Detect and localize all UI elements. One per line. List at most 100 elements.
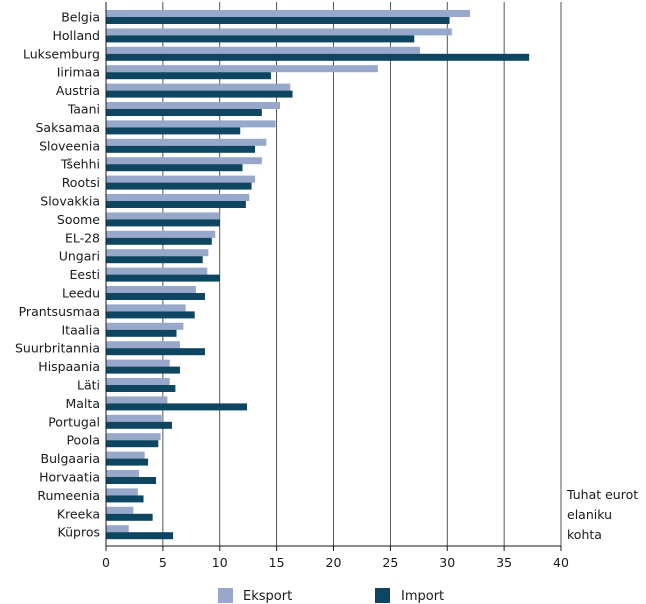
bar-import-prantsusmaa [106, 311, 195, 319]
bar-import-horvaatia [106, 477, 157, 484]
bar-import-sloveenia [106, 145, 256, 153]
category-label-holland: Holland [52, 28, 100, 43]
category-label-el-28: EL-28 [65, 230, 100, 245]
bar-eksport-slovakkia [106, 194, 250, 201]
bar-import-poola [106, 440, 159, 448]
bar-eksport-malta [106, 396, 168, 404]
bar-eksport-eesti [106, 267, 208, 275]
category-label-saksamaa: Saksamaa [35, 120, 100, 135]
x-tick-label-10: 10 [212, 555, 228, 570]
category-label-poola: Poola [66, 433, 100, 448]
category-label-portugal: Portugal [48, 414, 100, 429]
category-label-prantsusmaa: Prantsusmaa [19, 304, 100, 319]
bar-import-portugal [106, 421, 172, 429]
x-tick-label-15: 15 [269, 555, 285, 570]
bar-eksport-portugal [106, 414, 162, 422]
bar-eksport-luksemburg [106, 46, 420, 54]
bar-eksport-leedu [106, 286, 196, 293]
category-label-luksemburg: Luksemburg [23, 46, 100, 61]
bar-eksport-horvaatia [106, 470, 139, 477]
bar-import-eesti [106, 274, 220, 282]
bar-eksport-el-28 [106, 230, 216, 238]
bar-import-luksemburg [106, 53, 530, 61]
bar-eksport-itaalia [106, 322, 184, 330]
category-label-rumeenia: Rumeenia [37, 488, 100, 503]
bar-eksport-kupros [106, 525, 129, 533]
bar-eksport-hispaania [106, 359, 170, 367]
bar-import-holland [106, 35, 415, 43]
bar-eksport-bulgaaria [106, 451, 145, 459]
bars [106, 10, 530, 540]
bar-eksport-lati [106, 378, 170, 385]
category-label-austria: Austria [56, 83, 100, 98]
bar-eksport-taani [106, 102, 281, 109]
bar-eksport-soome [106, 212, 220, 220]
category-label-tsehhi: Tšehhi [60, 157, 100, 172]
bar-eksport-tsehhi [106, 157, 262, 165]
category-label-kreeka: Kreeka [57, 506, 100, 521]
bar-eksport-iirimaa [106, 65, 378, 73]
bar-eksport-ungari [106, 249, 209, 257]
x-tick-label-5: 5 [159, 555, 167, 570]
bar-import-lati [106, 385, 176, 392]
category-label-bulgaaria: Bulgaaria [41, 451, 101, 466]
bar-eksport-austria [106, 83, 291, 91]
bar-eksport-suurbritannia [106, 341, 180, 349]
category-label-sloveenia: Sloveenia [39, 138, 100, 153]
bar-import-iirimaa [106, 72, 271, 80]
bar-import-ungari [106, 256, 203, 264]
bar-import-austria [106, 90, 293, 98]
category-label-belgia: Belgia [61, 10, 100, 25]
category-label-itaalia: Itaalia [61, 322, 100, 337]
x-tick-label-40: 40 [553, 555, 569, 570]
bar-import-el-28 [106, 237, 212, 245]
bar-eksport-holland [106, 28, 452, 36]
category-label-iirimaa: Iirimaa [57, 65, 100, 80]
category-label-kupros: Küpros [58, 525, 100, 540]
bar-import-taani [106, 109, 262, 116]
category-label-ungari: Ungari [59, 249, 100, 264]
bar-eksport-kreeka [106, 506, 134, 514]
bar-import-kreeka [106, 513, 153, 521]
legend: Eksport Import [218, 588, 444, 604]
category-label-horvaatia: Horvaatia [39, 470, 100, 485]
bar-eksport-poola [106, 433, 161, 441]
x-axis-unit-label: Tuhat eurot elaniku kohta [566, 487, 638, 542]
category-label-rootsi: Rootsi [62, 175, 100, 190]
category-label-slovakkia: Slovakkia [40, 194, 100, 209]
category-label-taani: Taani [67, 102, 100, 117]
bar-eksport-rumeenia [106, 488, 138, 496]
category-label-eesti: Eesti [70, 267, 100, 282]
category-label-leedu: Leedu [62, 286, 100, 301]
category-label-hispaania: Hispaania [38, 359, 100, 374]
category-labels: Belgia Holland Luksemburg Iirimaa Austria Taa… [15, 10, 100, 540]
bar-import-bulgaaria [106, 458, 149, 466]
bar-import-tsehhi [106, 164, 243, 172]
bar-eksport-saksamaa [106, 120, 276, 128]
bar-import-leedu [106, 293, 205, 300]
x-axis [105, 2, 562, 551]
category-label-malta: Malta [66, 396, 100, 411]
legend-swatch-eksport [218, 588, 233, 603]
bar-import-rumeenia [106, 495, 144, 503]
x-axis-unit-line: elaniku [567, 507, 612, 522]
bar-import-soome [106, 219, 220, 227]
bar-eksport-prantsusmaa [106, 304, 186, 312]
bar-import-hispaania [106, 366, 180, 374]
x-axis-unit-line: Tuhat eurot [566, 487, 638, 502]
bar-eksport-belgia [106, 10, 470, 17]
category-label-lati: Läti [77, 378, 100, 393]
legend-label-eksport: Eksport [243, 589, 292, 604]
bar-import-itaalia [106, 329, 177, 337]
category-label-soome: Soome [57, 212, 100, 227]
x-axis-unit-line: kohta [567, 527, 602, 542]
x-tick-label-25: 25 [382, 555, 398, 570]
bar-import-suurbritannia [106, 348, 205, 356]
legend-label-import: Import [401, 589, 444, 604]
legend-swatch-import [375, 588, 390, 603]
bar-import-saksamaa [106, 127, 241, 135]
x-tick-label-30: 30 [439, 555, 455, 570]
x-tick-label-0: 0 [102, 555, 110, 570]
category-label-suurbritannia: Suurbritannia [15, 341, 100, 356]
